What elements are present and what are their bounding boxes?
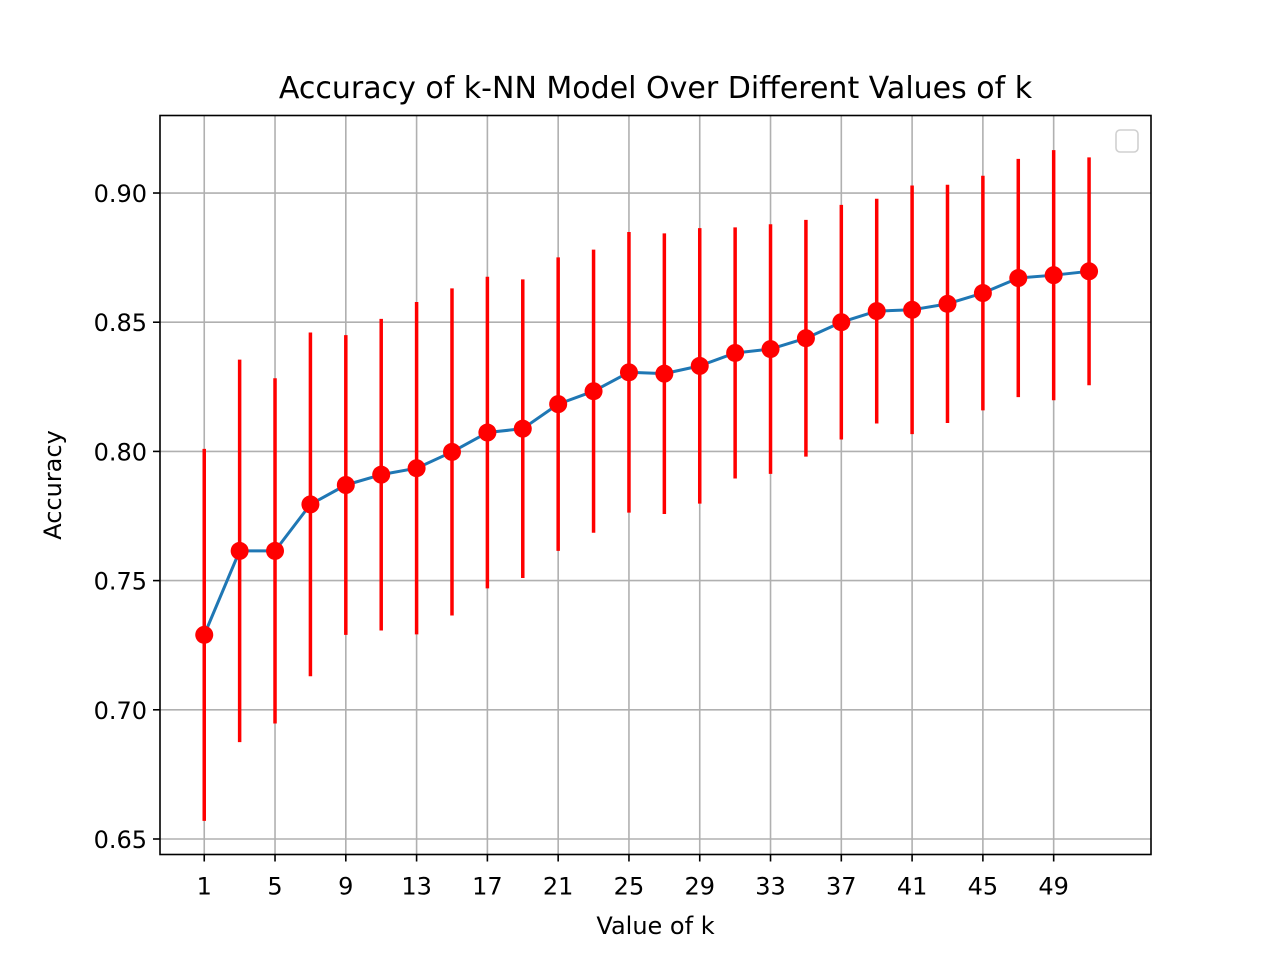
data-point — [867, 302, 886, 321]
data-point — [1009, 269, 1028, 288]
data-point — [796, 329, 815, 348]
data-point — [195, 625, 214, 644]
data-point — [549, 395, 568, 414]
y-tick-label: 0.75 — [94, 568, 147, 596]
data-point — [1080, 262, 1099, 281]
data-point — [1044, 266, 1063, 285]
data-point — [372, 465, 391, 484]
y-axis-label: Accuracy — [39, 430, 67, 540]
y-tick-label: 0.65 — [94, 826, 147, 854]
y-tick-label: 0.85 — [94, 309, 147, 337]
data-point — [938, 294, 957, 313]
y-tick-label: 0.80 — [94, 438, 147, 466]
data-point — [761, 340, 780, 359]
x-tick-label: 17 — [472, 873, 503, 901]
data-point — [584, 382, 603, 401]
y-tick-label: 0.90 — [94, 180, 147, 208]
data-point — [726, 343, 745, 362]
x-tick-label: 25 — [614, 873, 645, 901]
data-point — [973, 284, 992, 303]
grid-lines — [160, 115, 1151, 855]
x-tick-label: 5 — [267, 873, 282, 901]
data-point — [513, 419, 532, 438]
data-layer — [195, 150, 1099, 821]
x-tick-label: 21 — [543, 873, 574, 901]
data-point — [619, 363, 638, 382]
chart-title: Accuracy of k-NN Model Over Different Va… — [279, 71, 1033, 106]
data-point — [832, 313, 851, 332]
x-axis-label: Value of k — [596, 912, 714, 940]
x-tick-label: 29 — [684, 873, 715, 901]
data-point — [690, 356, 709, 375]
y-tick-label: 0.70 — [94, 697, 147, 725]
x-tick-label: 13 — [401, 873, 432, 901]
legend-box — [1115, 129, 1139, 153]
data-point — [442, 442, 461, 461]
data-point — [903, 300, 922, 319]
data-point — [655, 364, 674, 383]
data-point — [301, 495, 320, 514]
x-tick-label: 9 — [338, 873, 353, 901]
data-point — [336, 476, 355, 494]
plot-frame — [159, 114, 1152, 856]
data-point — [407, 459, 426, 478]
data-point — [478, 423, 497, 442]
x-tick-label: 37 — [826, 873, 857, 901]
tick-marks: 1 5 9 13 17 21 25 29 33 37 41 45 49 0.65 0.70 0.75 0.80 0… — [94, 180, 1069, 900]
x-tick-label: 45 — [968, 873, 999, 901]
x-tick-label: 33 — [755, 873, 786, 901]
data-point — [266, 541, 285, 560]
x-tick-label: 1 — [197, 873, 212, 901]
data-point — [230, 541, 249, 560]
x-tick-label: 41 — [897, 873, 928, 901]
x-tick-label: 49 — [1038, 873, 1069, 901]
